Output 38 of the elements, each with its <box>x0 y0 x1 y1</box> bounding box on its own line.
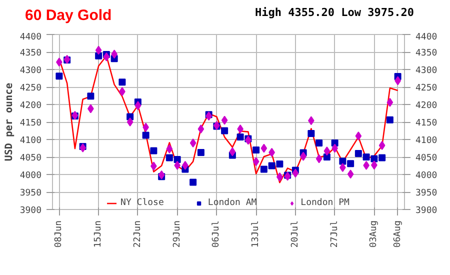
x-tick-label: 20Jul <box>290 220 300 248</box>
legend-label: London AM <box>208 198 257 208</box>
y-tick-label: 4050 <box>20 154 42 164</box>
y-tick-label: 4150 <box>20 118 42 128</box>
y2-tick-label: 4350 <box>416 48 438 58</box>
x-tick-label: 13Jul <box>251 220 262 248</box>
y-tick-label: 4100 <box>20 136 42 146</box>
chart-subtitle: High 4355.20 Low 3975.20 <box>255 5 414 21</box>
y-tick-label: 4200 <box>20 101 42 111</box>
y2-tick-label: 4400 <box>416 32 438 42</box>
x-tick-label: 08Jun <box>54 220 64 248</box>
legend-label: London PM <box>300 198 350 208</box>
x-tick-label: 06Aug <box>392 220 403 248</box>
y-tick-label: 4000 <box>20 171 42 181</box>
y2-tick-label: 4200 <box>416 101 438 111</box>
x-tick-label: 06Jul <box>212 220 222 248</box>
y-tick-label: 4400 <box>20 32 42 42</box>
x-tick-label: 15Jun <box>94 220 104 248</box>
y2-tick-label: 4250 <box>416 84 438 94</box>
y2-tick-label: 4150 <box>416 118 438 128</box>
y-tick-label: 4350 <box>20 48 42 58</box>
x-tick-label: 27Jul <box>330 220 340 248</box>
y2-tick-label: 3950 <box>416 188 438 198</box>
y2-tick-label: 4300 <box>416 66 438 76</box>
x-tick-label: 03Aug <box>369 220 380 248</box>
y-tick-label: 3900 <box>20 206 42 216</box>
legend-label: NY Close <box>120 198 164 208</box>
x-tick-label: 22Jun <box>132 220 143 248</box>
y2-tick-label: 4000 <box>416 171 438 181</box>
x-tick-label: 29Jun <box>172 220 182 248</box>
y-tick-label: 4250 <box>20 84 42 94</box>
y2-tick-label: 4100 <box>416 136 438 146</box>
y-tick-label: 3950 <box>20 188 42 198</box>
y-tick-label: 4300 <box>20 66 42 76</box>
y2-tick-label: 4050 <box>416 154 438 164</box>
y-axis-title: USD per ounce <box>4 82 15 162</box>
chart-title: 60 Day Gold <box>25 6 112 26</box>
y2-tick-label: 3900 <box>416 206 438 216</box>
